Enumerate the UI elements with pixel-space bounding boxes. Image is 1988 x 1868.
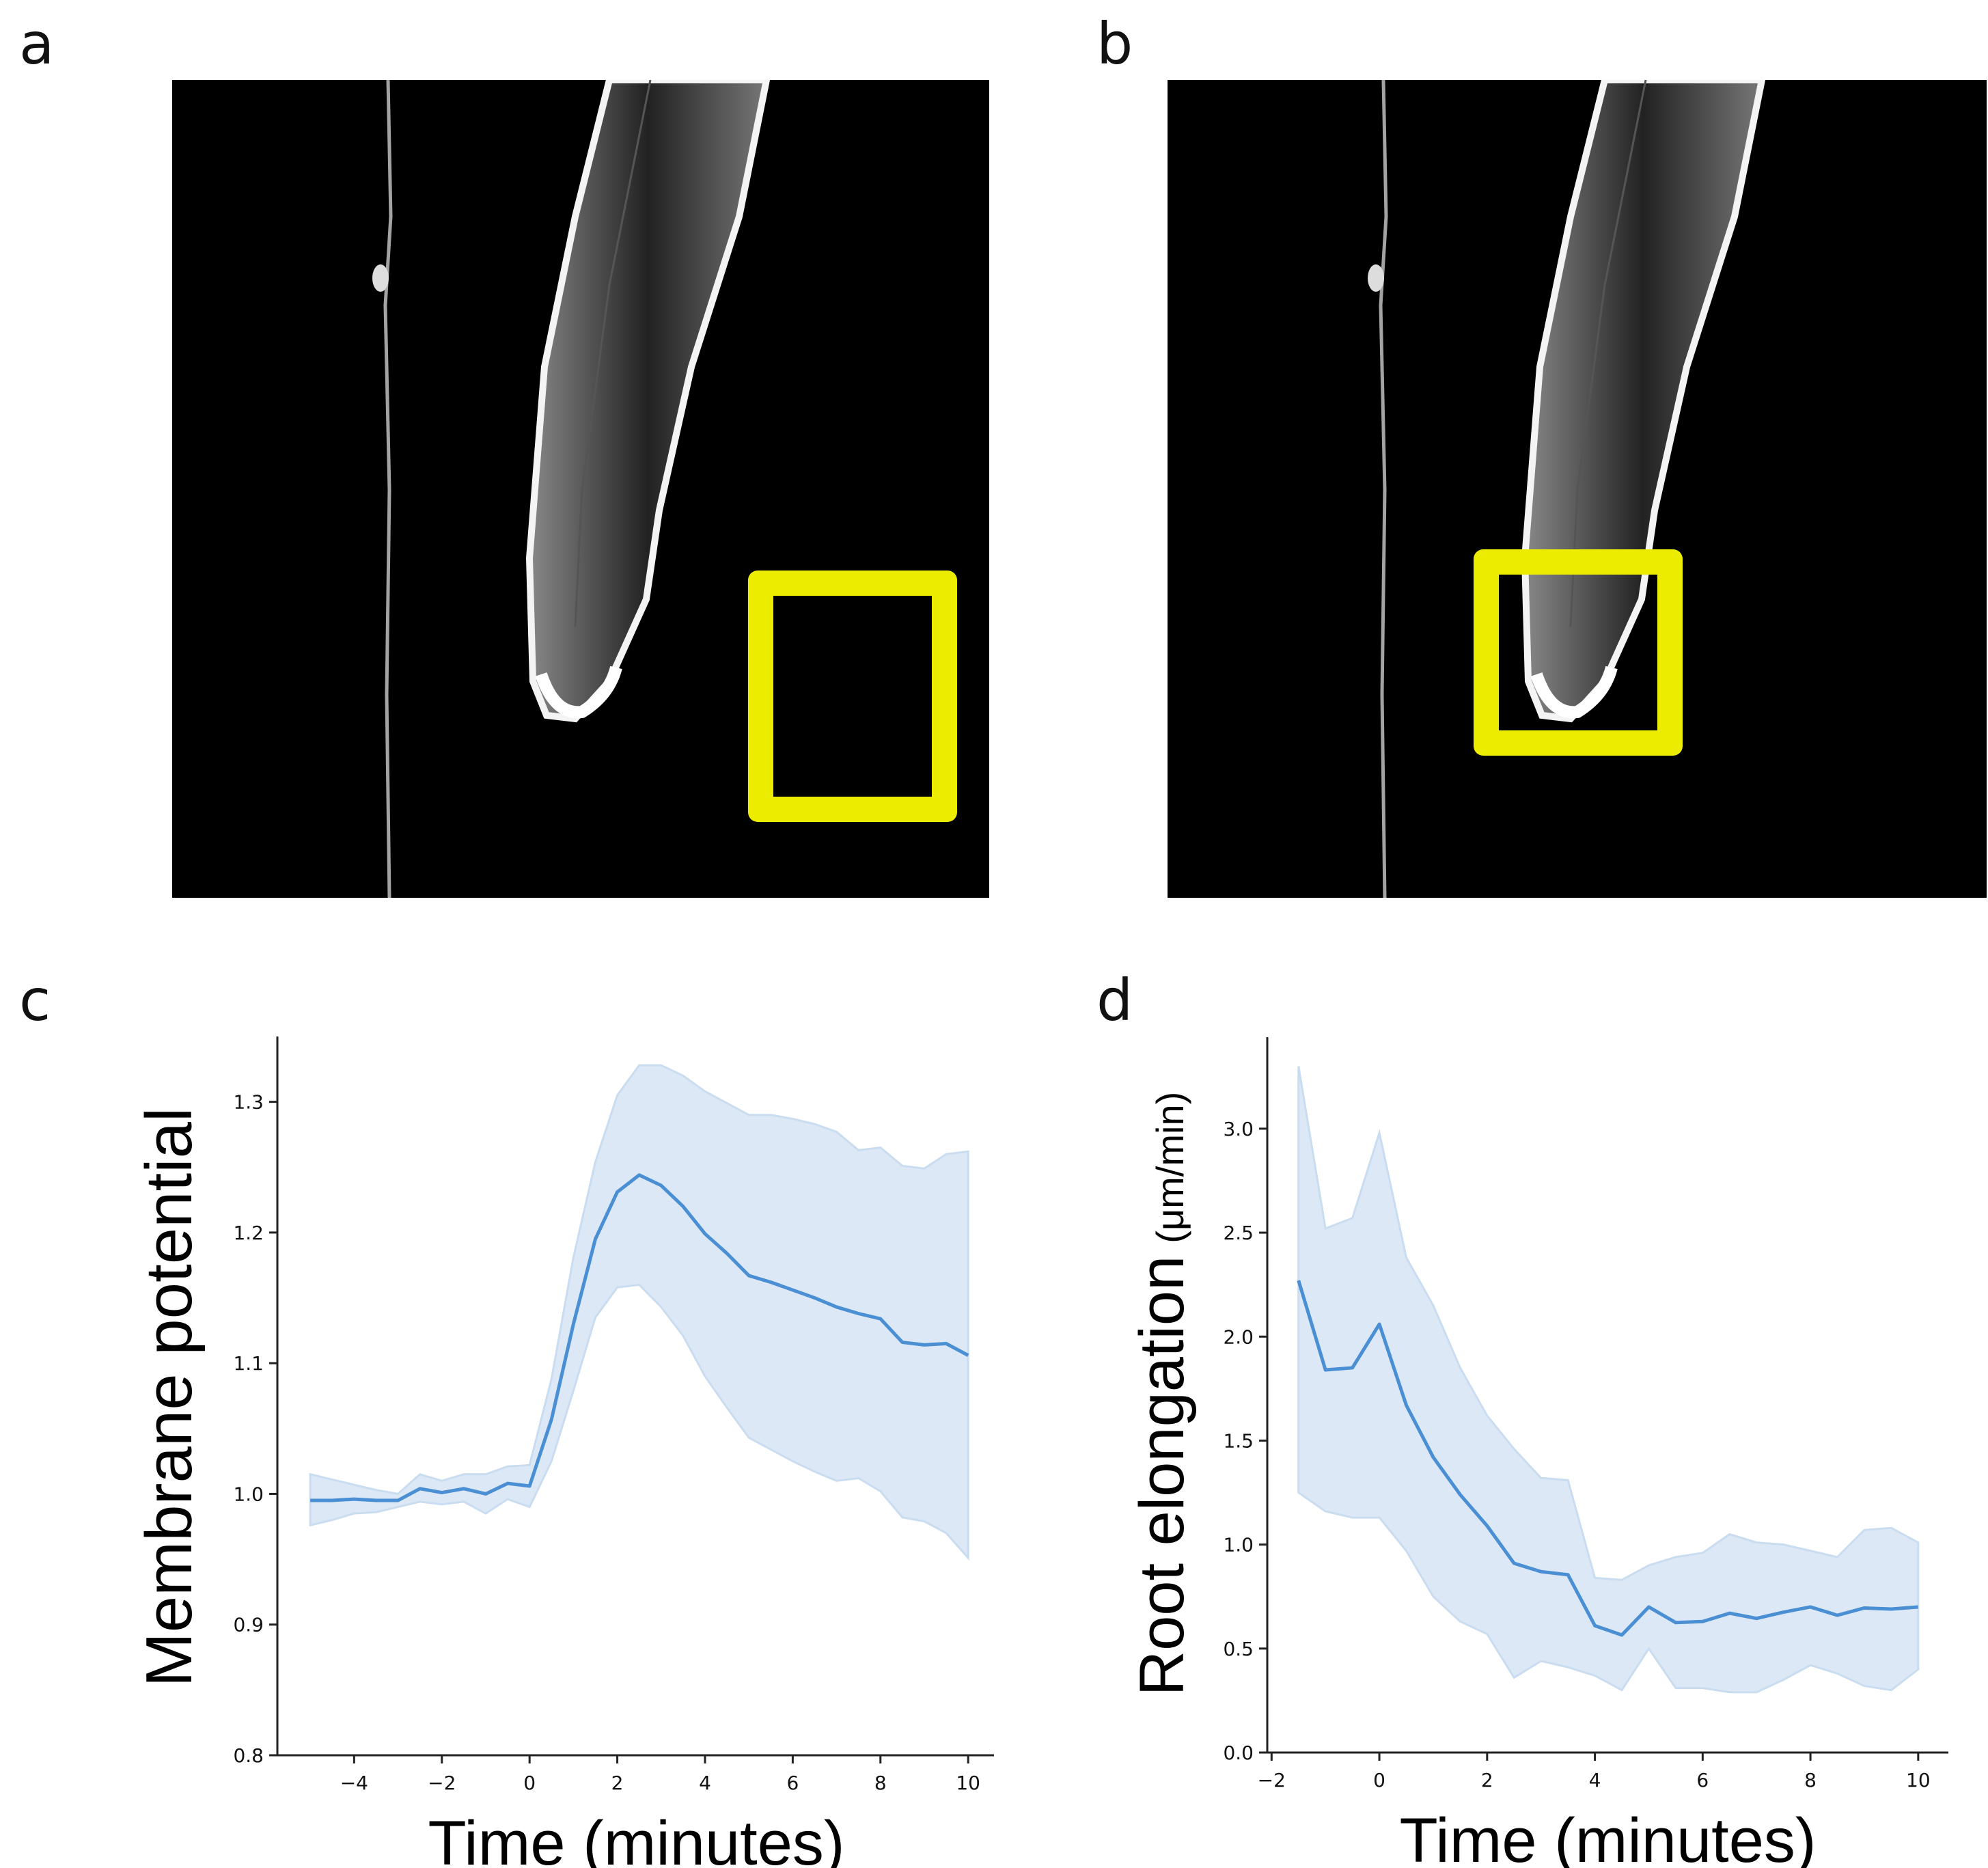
x-tick-label: 6 <box>1696 1769 1709 1791</box>
root-cap <box>535 665 622 719</box>
y-axis-label-text: Membrane potential <box>133 1108 206 1687</box>
root-cap <box>1530 665 1618 719</box>
x-tick-label: 2 <box>1481 1769 1493 1791</box>
y-axis-label-unit: (μm/min) <box>1148 1092 1191 1244</box>
x-axis-label: Time (minutes) <box>428 1809 845 1868</box>
x-tick-label: 8 <box>874 1772 887 1794</box>
root-inner-line <box>574 80 652 627</box>
x-tick-label: 8 <box>1804 1769 1817 1791</box>
panel-label-c: c <box>19 967 51 1034</box>
y-tick-label: 2.0 <box>1223 1326 1254 1348</box>
region-of-interest-box <box>748 571 957 822</box>
y-tick-label: 2.5 <box>1223 1222 1254 1244</box>
membrane-potential-chart: −4 −2 0 2 4 6 8 10 0.8 0.9 1.0 1.1 1.2 1.3 Time (minut… <box>133 1036 994 1868</box>
substrate-edge-line <box>383 80 393 898</box>
y-tick-label: 1.2 <box>233 1222 264 1244</box>
x-tick-label: 0 <box>1373 1769 1385 1791</box>
root-image <box>372 80 771 898</box>
bright-spot <box>1368 264 1384 292</box>
substrate-edge-line <box>1379 80 1388 898</box>
y-tick-label: 0.8 <box>233 1744 264 1767</box>
panel-label-d: d <box>1096 967 1133 1034</box>
x-tick-label: 10 <box>956 1772 980 1794</box>
y-tick-label: 0.9 <box>233 1614 264 1636</box>
x-tick-label: 0 <box>523 1772 536 1794</box>
x-tick-label: −4 <box>340 1772 368 1794</box>
x-tick-label: 6 <box>786 1772 799 1794</box>
panel-label-a: a <box>19 10 55 77</box>
confidence-band <box>309 1064 969 1561</box>
y-tick-label: 3.0 <box>1223 1118 1254 1140</box>
bright-spot <box>372 264 389 292</box>
region-of-interest-box <box>1474 549 1683 756</box>
y-tick-label: 0.0 <box>1223 1742 1254 1764</box>
y-axis-label-text: Root elongation <box>1127 1256 1197 1697</box>
microscopy-image-a <box>172 80 989 898</box>
x-tick-label: 4 <box>1589 1769 1601 1791</box>
confidence-band <box>1297 1066 1920 1694</box>
y-tick-label: 0.5 <box>1223 1638 1254 1660</box>
x-tick-label: −2 <box>428 1772 456 1794</box>
x-tick-label: 4 <box>699 1772 711 1794</box>
y-tick-label: 1.1 <box>233 1352 264 1375</box>
x-tick-label: 10 <box>1906 1769 1931 1791</box>
y-tick-label: 1.3 <box>233 1091 264 1114</box>
y-axis-label: Membrane potential <box>133 1108 206 1687</box>
y-tick-label: 1.5 <box>1223 1429 1254 1452</box>
x-tick-label: −2 <box>1258 1769 1286 1791</box>
y-tick-label: 1.0 <box>1223 1534 1254 1556</box>
panel-label-b: b <box>1096 10 1133 77</box>
y-axis-label: Root elongation (μm/min) <box>1127 1092 1197 1697</box>
mean-line <box>1297 1280 1919 1637</box>
y-tick-label: 1.0 <box>233 1483 264 1505</box>
x-tick-label: 2 <box>611 1772 624 1794</box>
microscopy-image-b <box>1168 80 1987 898</box>
x-axis-label: Time (minutes) <box>1400 1806 1817 1868</box>
